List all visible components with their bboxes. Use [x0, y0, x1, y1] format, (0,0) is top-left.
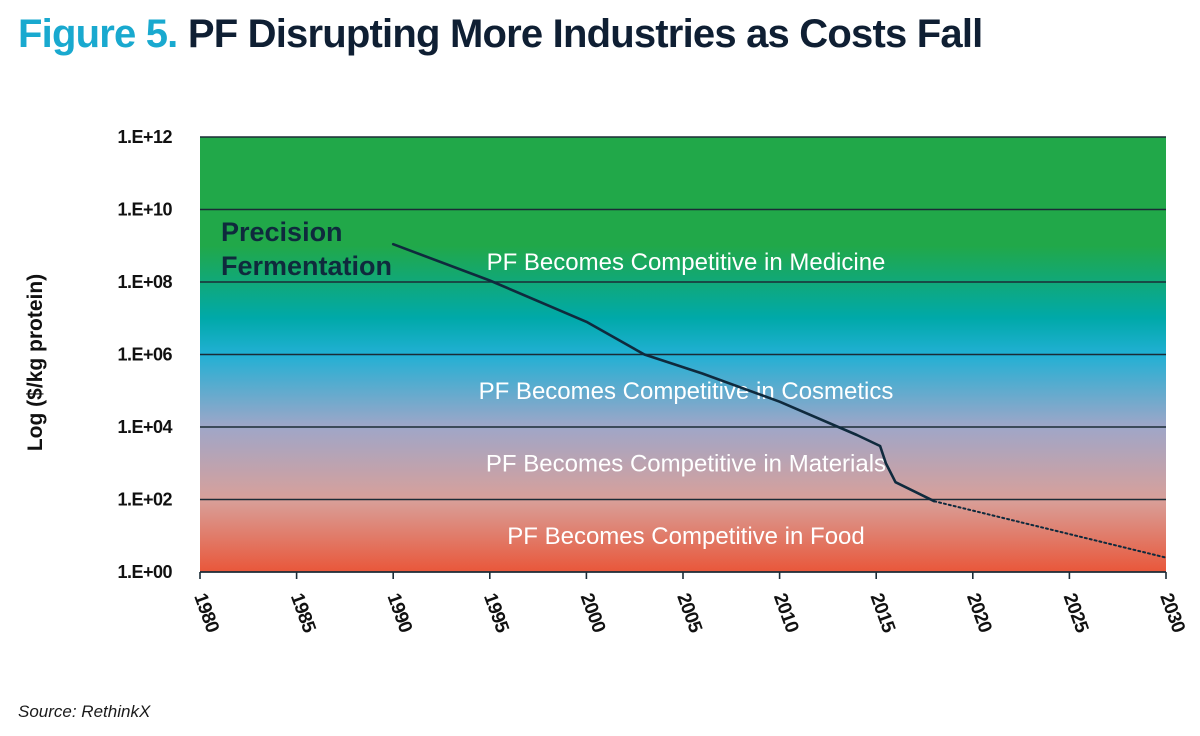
y-tick-label: 1.E+08 [117, 272, 172, 292]
x-tick-label: 1980 [189, 591, 222, 636]
figure-number: Figure 5. [18, 12, 178, 56]
region-label: PF Becomes Competitive in Medicine [487, 249, 886, 276]
x-tick-label: 2005 [672, 591, 706, 637]
y-tick-label: 1.E+06 [117, 345, 172, 365]
series-lines [391, 242, 1167, 559]
y-tick-label: 1.E+02 [117, 490, 172, 510]
y-tick-label: 1.E+12 [117, 127, 172, 147]
figure-title: Figure 5. PF Disrupting More Industries … [18, 12, 983, 57]
x-tick-label: 2025 [1059, 591, 1093, 637]
projection-line [933, 500, 1167, 559]
x-tick-labels: 1980 1985 1990 1995 2000 2005 2010 2015 2020 2025… [189, 571, 1189, 637]
source-note: Source: RethinkX [18, 702, 151, 721]
figure-heading: PF Disrupting More Industries as Costs F… [187, 12, 983, 56]
region-label: PF Becomes Competitive in Food [507, 523, 864, 550]
x-tick-label: 2010 [769, 591, 802, 636]
region-labels: PF Becomes Competitive in Medicine PF Bec… [479, 249, 894, 550]
x-tick-label: 2030 [1155, 591, 1188, 636]
y-axis-label: Log ($/kg protein) [24, 274, 47, 451]
x-tick-label: 2000 [576, 591, 609, 636]
x-tick-label: 1985 [286, 591, 320, 637]
x-tick-label: 2020 [962, 591, 995, 636]
y-tick-label: 1.E+04 [117, 417, 172, 437]
gridlines [200, 136, 1166, 573]
x-tick-label: 1995 [479, 591, 513, 637]
x-tick-label: 1990 [383, 591, 416, 636]
y-tick-label: 1.E+10 [117, 200, 172, 220]
x-tick-label: 2015 [866, 591, 900, 637]
series-label: Precision Fermentation [221, 217, 392, 281]
region-label: PF Becomes Competitive in Cosmetics [479, 378, 894, 405]
region-label: PF Becomes Competitive in Materials [486, 450, 886, 477]
y-tick-label: 1.E+00 [117, 562, 172, 582]
y-tick-labels: 1.E+12 1.E+10 1.E+08 1.E+06 1.E+04 1.E+02 1.E+… [117, 127, 173, 582]
pf-cost-line [391, 242, 936, 503]
